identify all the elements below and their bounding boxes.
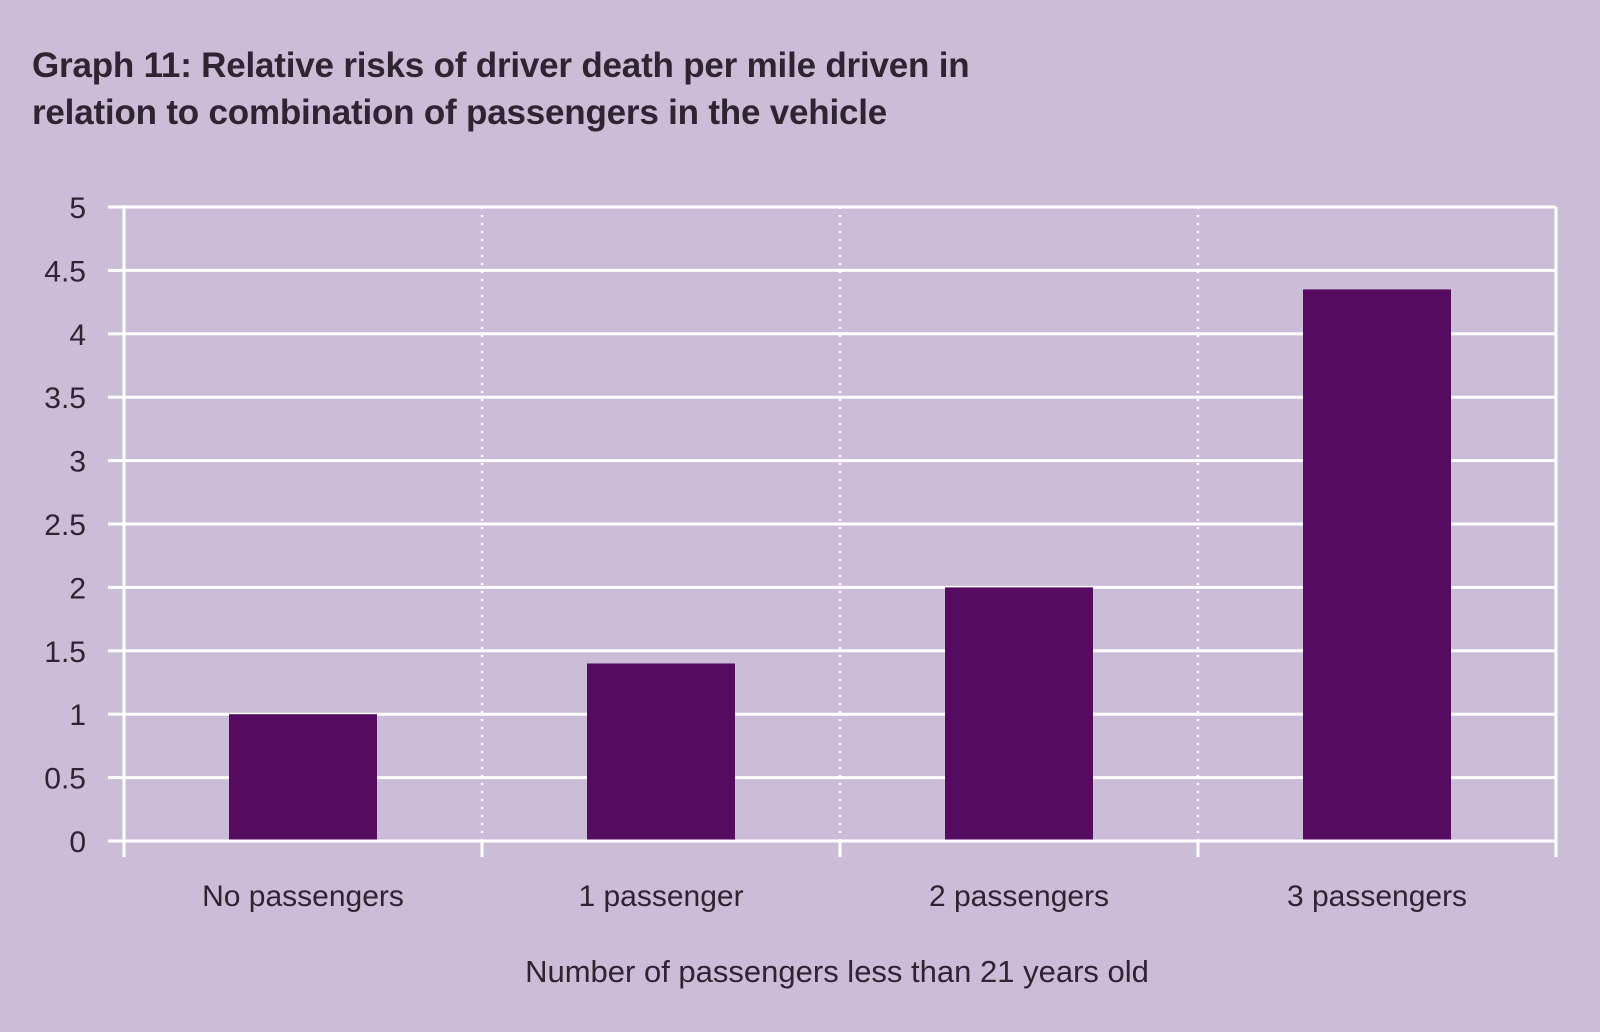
- y-tick-label: 5: [69, 192, 86, 225]
- x-tick-labels: No passengers 1 passenger 2 passengers 3 pa…: [202, 880, 1467, 913]
- bar-1-passenger: [587, 663, 735, 841]
- bar-2-passengers: [945, 587, 1093, 841]
- y-tick-labels: 0 0.5 1 1.5 2 2.5 3 3.5 4 4.5 5: [44, 192, 86, 859]
- bar-3-passengers: [1303, 289, 1451, 841]
- y-tick-label: 3.5: [44, 382, 86, 415]
- y-tick-label: 1: [69, 699, 86, 732]
- x-tick-label: 3 passengers: [1287, 880, 1467, 913]
- axes: [108, 205, 1558, 857]
- chart-title: Graph 11: Relative risks of driver death…: [32, 46, 970, 132]
- y-tick-label: 1.5: [44, 636, 86, 669]
- y-tick-label: 2: [69, 572, 86, 605]
- y-tick-label: 3: [69, 446, 86, 479]
- x-tick-label: 1 passenger: [578, 880, 743, 913]
- x-axis-title: Number of passengers less than 21 years …: [525, 954, 1149, 989]
- y-tick-label: 0.5: [44, 763, 86, 796]
- y-tick-label: 4: [69, 319, 86, 352]
- x-tick-label: 2 passengers: [929, 880, 1109, 913]
- bars: [229, 289, 1451, 841]
- y-tick-label: 2.5: [44, 509, 86, 542]
- y-tick-label: 0: [69, 826, 86, 859]
- x-tick-label: No passengers: [202, 880, 404, 913]
- y-tick-label: 4.5: [44, 255, 86, 288]
- bar-no-passengers: [229, 714, 377, 841]
